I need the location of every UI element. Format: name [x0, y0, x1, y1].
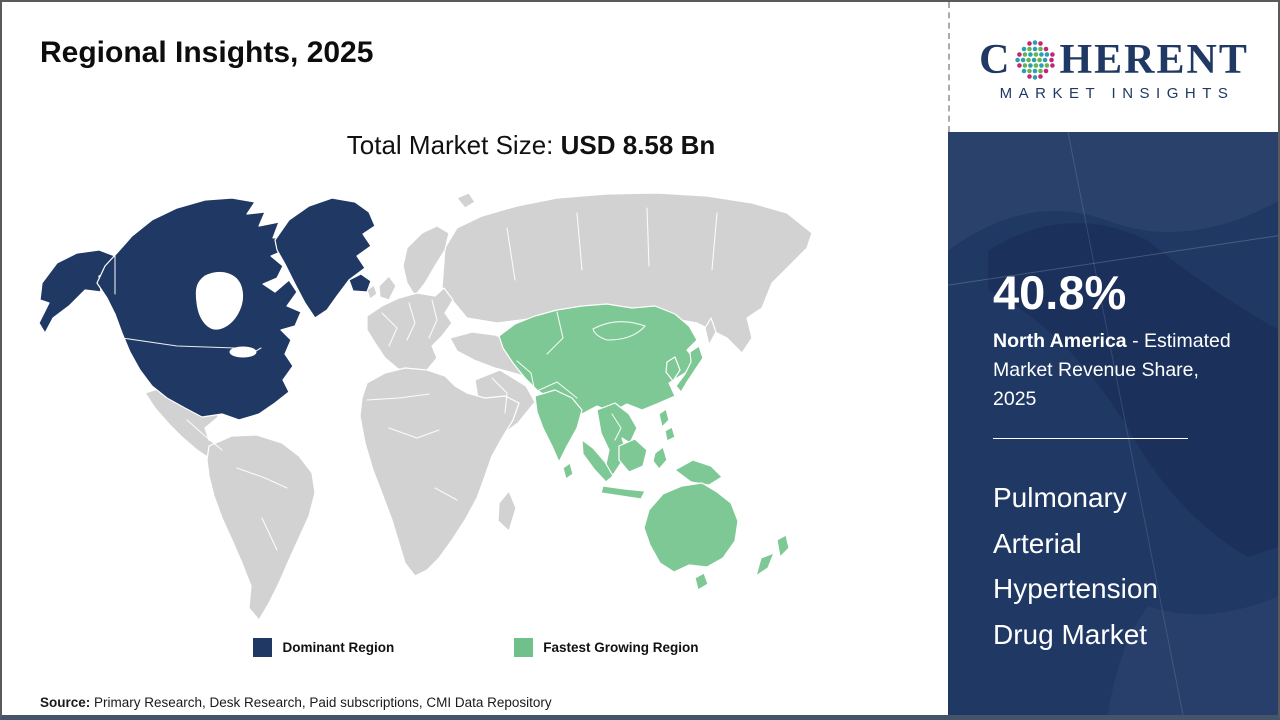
revenue-share-region: North America	[993, 329, 1127, 352]
world-map	[37, 188, 937, 625]
dotted-globe-icon	[1015, 40, 1056, 80]
source-line: Source: Primary Research, Desk Research,…	[40, 695, 552, 710]
logo-subtext: MARKET INSIGHTS	[999, 85, 1235, 102]
legend-item-dominant: Dominant Region	[253, 638, 394, 657]
revenue-share-value: 40.8%	[993, 266, 1127, 319]
source-text: Primary Research, Desk Research, Paid su…	[90, 695, 552, 710]
coherent-logo: C HERENT	[979, 38, 1249, 82]
world-map-svg	[38, 192, 813, 621]
sidebar-map-texture	[948, 132, 1278, 715]
fastest-growing-region-swatch	[514, 638, 534, 657]
sidebar: 40.8% North America - Estimated Market R…	[948, 132, 1278, 715]
total-market-size-value: USD 8.58 Bn	[560, 130, 716, 160]
legend-item-fastest-growing: Fastest Growing Region	[514, 638, 699, 657]
total-market-size-label: Total Market Size:	[346, 130, 561, 160]
logo-area: C HERENT MARKET INSIGHTS	[948, 2, 1278, 132]
dominant-region-swatch	[253, 638, 273, 657]
total-market-size: Total Market Size: USD 8.58 Bn	[2, 130, 950, 161]
dominant-region-label: Dominant Region	[282, 640, 395, 655]
logo-text-herent: HERENT	[1059, 37, 1249, 83]
market-name: Pulmonary Arterial Hypertension Drug Mar…	[993, 482, 1158, 650]
revenue-share-description: North America - Estimated Market Revenue…	[993, 327, 1238, 415]
map-legend: Dominant Region Fastest Growing Region	[2, 638, 950, 657]
region-asia-pacific	[498, 303, 790, 591]
revenue-share-text: - Estimated Market Revenue Share, 2025	[993, 329, 1231, 411]
sidebar-divider	[993, 438, 1188, 440]
page-title: Regional Insights, 2025	[40, 36, 374, 69]
region-rest-of-world	[144, 192, 813, 621]
fastest-growing-region-label: Fastest Growing Region	[543, 640, 699, 655]
main-panel: Regional Insights, 2025 Total Market Siz…	[2, 2, 950, 715]
source-label: Source:	[40, 695, 91, 710]
region-north-america	[38, 197, 376, 421]
sidebar-content: 40.8% North America - Estimated Market R…	[948, 132, 1278, 657]
logo-text-c: C	[979, 37, 1012, 83]
gray-country-borders	[186, 207, 718, 551]
